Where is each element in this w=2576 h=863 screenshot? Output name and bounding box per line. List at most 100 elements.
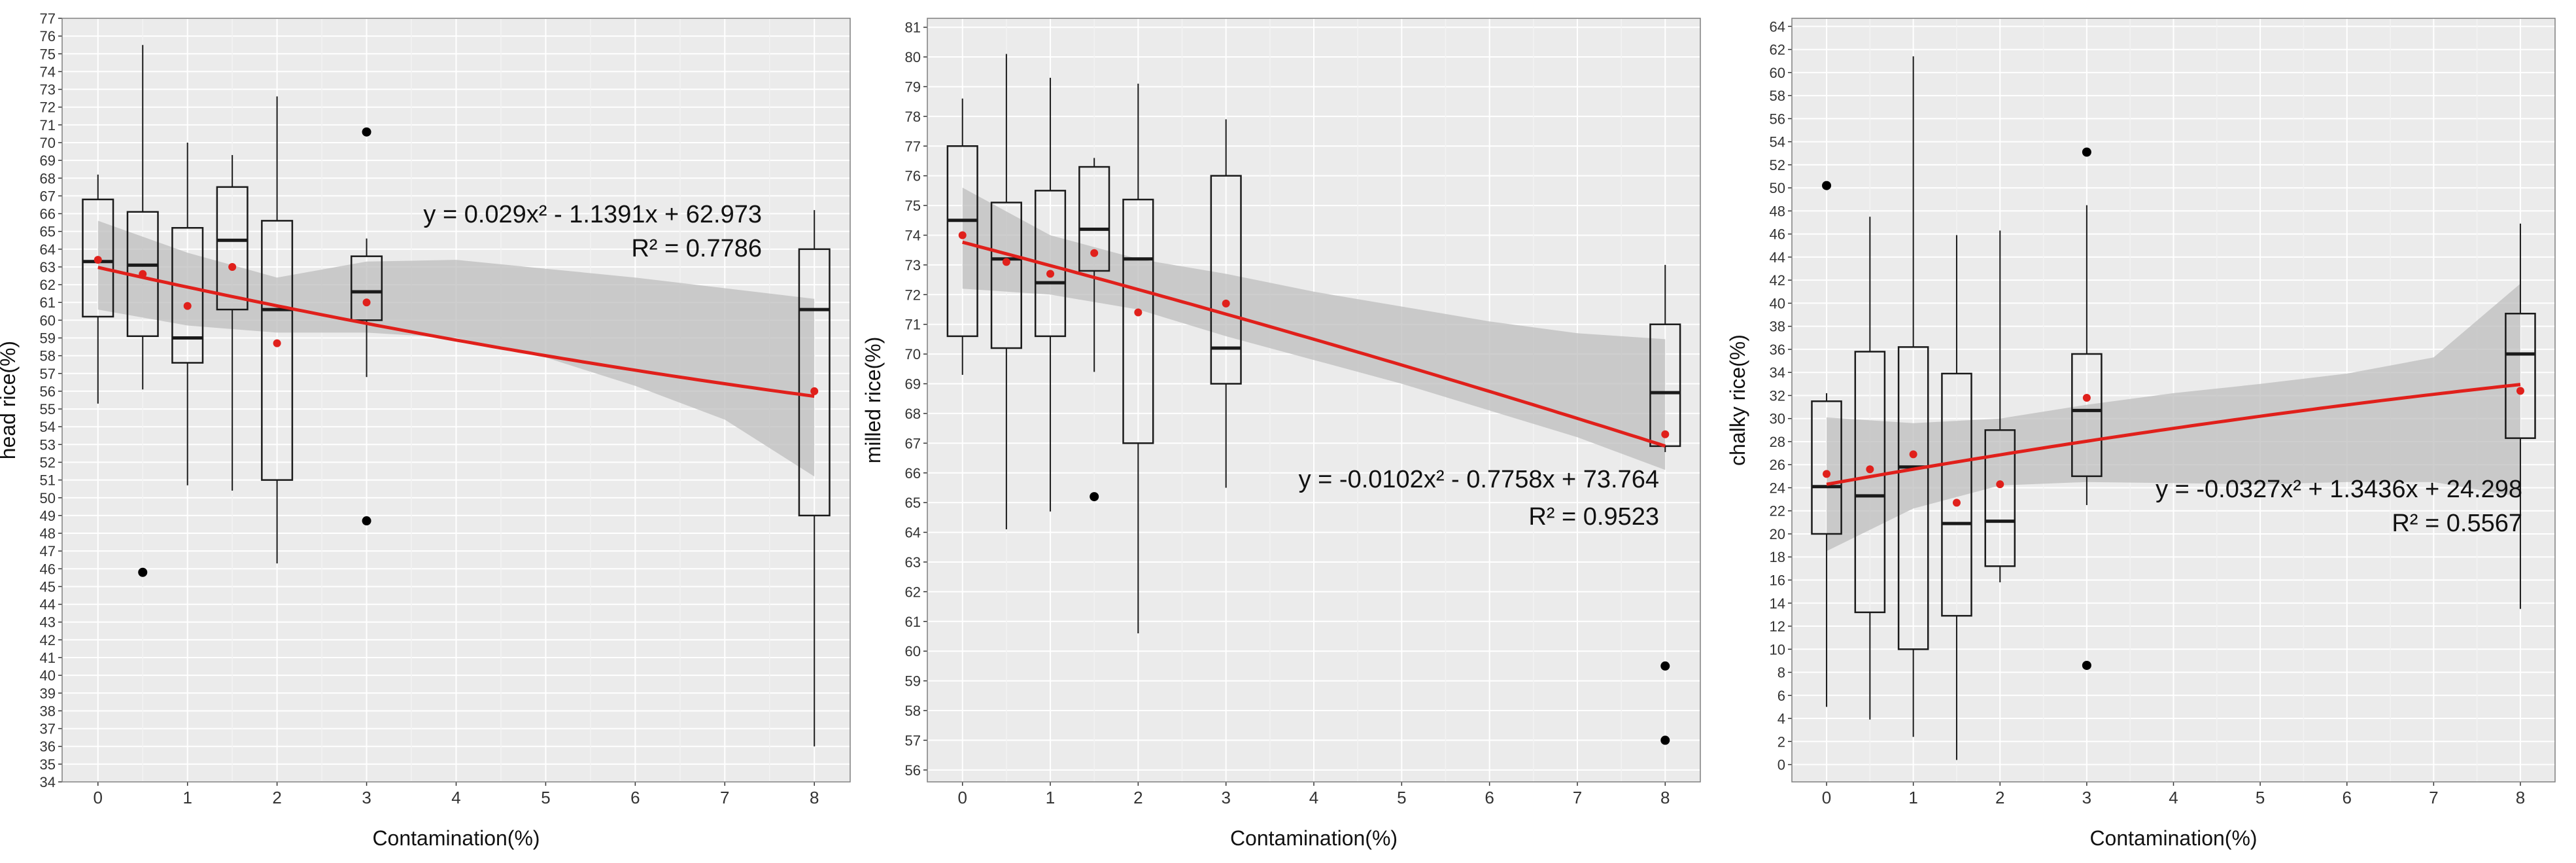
y-tick-label: 56 <box>40 383 56 400</box>
box-group <box>1984 230 2016 583</box>
y-tick-label: 69 <box>905 376 921 393</box>
y-tick-label: 65 <box>40 224 56 240</box>
y-tick-label: 35 <box>40 756 56 773</box>
box-group <box>216 154 249 491</box>
y-tick-label: 78 <box>905 109 921 125</box>
y-tick-label: 49 <box>40 508 56 524</box>
box <box>1122 198 1154 444</box>
mean-point <box>1046 270 1055 278</box>
box <box>1854 351 1886 614</box>
y-tick-label: 32 <box>1770 387 1785 404</box>
mean-point <box>94 256 102 264</box>
x-tick-label: 2 <box>272 788 281 807</box>
mean-point <box>2082 393 2091 402</box>
y-tick-label: 81 <box>905 20 921 36</box>
confidence-band <box>97 220 815 477</box>
y-tick-label: 60 <box>40 312 56 328</box>
y-tick-label: 54 <box>40 419 56 435</box>
r-squared-label: R² = 0.5567 <box>2392 510 2522 537</box>
chart-panel-2: 5657585960616263646566676869707172737475… <box>861 18 1701 850</box>
equation-label: y = 0.029x² - 1.1391x + 62.973 <box>423 201 762 228</box>
y-tick-label: 70 <box>905 346 921 362</box>
box <box>1210 175 1242 385</box>
fit-line <box>97 266 815 398</box>
y-tick-label: 54 <box>1770 134 1785 150</box>
x-tick-label: 1 <box>1908 788 1917 807</box>
x-tick-label: 7 <box>2429 788 2438 807</box>
box <box>216 186 249 311</box>
y-tick-label: 46 <box>1770 226 1785 243</box>
x-tick-label: 6 <box>1485 788 1494 807</box>
x-tick-label: 3 <box>362 788 371 807</box>
y-tick-label: 55 <box>40 401 56 417</box>
box <box>351 255 383 321</box>
box <box>1649 323 1681 448</box>
y-tick-label: 44 <box>1770 249 1785 266</box>
mean-point <box>1909 450 1917 459</box>
y-tick-label: 77 <box>40 10 56 27</box>
y-tick-label: 74 <box>905 227 921 243</box>
y-tick-label: 56 <box>1770 111 1785 127</box>
mean-point <box>1134 308 1142 317</box>
mean-point <box>1222 299 1230 308</box>
mean-point <box>1996 480 2004 489</box>
y-tick-label: 42 <box>1770 272 1785 289</box>
box <box>2505 313 2536 439</box>
y-tick-label: 20 <box>1770 526 1785 542</box>
equation-label: y = -0.0102x² - 0.7758x + 73.764 <box>1299 466 1659 493</box>
mean-point <box>1823 470 1831 478</box>
confidence-band <box>962 187 1666 470</box>
y-tick-label: 37 <box>40 721 56 737</box>
y-tick-label: 47 <box>40 543 56 559</box>
y-tick-label: 12 <box>1770 618 1785 635</box>
fit-line <box>962 240 1666 448</box>
chart-panel-3: 0246810121416182022242628303234363840424… <box>1726 18 2556 850</box>
x-axis-title: Contamination(%) <box>2089 826 2257 850</box>
y-tick-label: 26 <box>1770 457 1785 473</box>
x-axis-title: Contamination(%) <box>1230 826 1398 850</box>
y-tick-label: 58 <box>905 703 921 719</box>
x-tick-label: 4 <box>451 788 460 807</box>
x-tick-label: 3 <box>1221 788 1230 807</box>
y-tick-label: 64 <box>1770 18 1785 35</box>
outlier-point <box>1822 181 1832 190</box>
y-tick-label: 76 <box>905 168 921 185</box>
outlier-point <box>2082 660 2091 670</box>
y-tick-label: 77 <box>905 138 921 154</box>
fit-line <box>1826 383 2521 486</box>
y-tick-label: 71 <box>905 317 921 333</box>
y-tick-label: 39 <box>40 685 56 701</box>
y-tick-label: 62 <box>1770 42 1785 58</box>
y-tick-label: 64 <box>905 525 921 541</box>
box <box>1984 429 2016 567</box>
x-tick-label: 1 <box>1046 788 1055 807</box>
x-tick-label: 5 <box>2256 788 2265 807</box>
mean-point <box>273 339 281 347</box>
outlier-point <box>362 516 371 526</box>
y-tick-label: 72 <box>905 287 921 303</box>
x-axis-title: Contamination(%) <box>372 826 540 850</box>
y-tick-label: 42 <box>40 632 56 648</box>
y-tick-label: 48 <box>1770 203 1785 219</box>
box-group <box>2071 147 2103 670</box>
box-group <box>1078 158 1110 502</box>
box-group <box>171 142 204 485</box>
y-tick-label: 72 <box>40 99 56 116</box>
y-tick-label: 66 <box>40 206 56 222</box>
y-tick-label: 30 <box>1770 411 1785 427</box>
mean-point <box>183 302 192 310</box>
y-tick-label: 44 <box>40 597 56 613</box>
mean-point <box>958 231 967 239</box>
y-tick-label: 69 <box>40 152 56 169</box>
y-tick-label: 41 <box>40 650 56 666</box>
y-tick-label: 38 <box>1770 319 1785 335</box>
x-tick-label: 2 <box>1995 788 2004 807</box>
x-tick-label: 4 <box>1309 788 1318 807</box>
y-tick-label: 61 <box>905 614 921 630</box>
outlier-point <box>138 567 148 577</box>
mean-point <box>2516 387 2524 395</box>
x-tick-label: 0 <box>94 788 103 807</box>
x-tick-label: 8 <box>2516 788 2525 807</box>
